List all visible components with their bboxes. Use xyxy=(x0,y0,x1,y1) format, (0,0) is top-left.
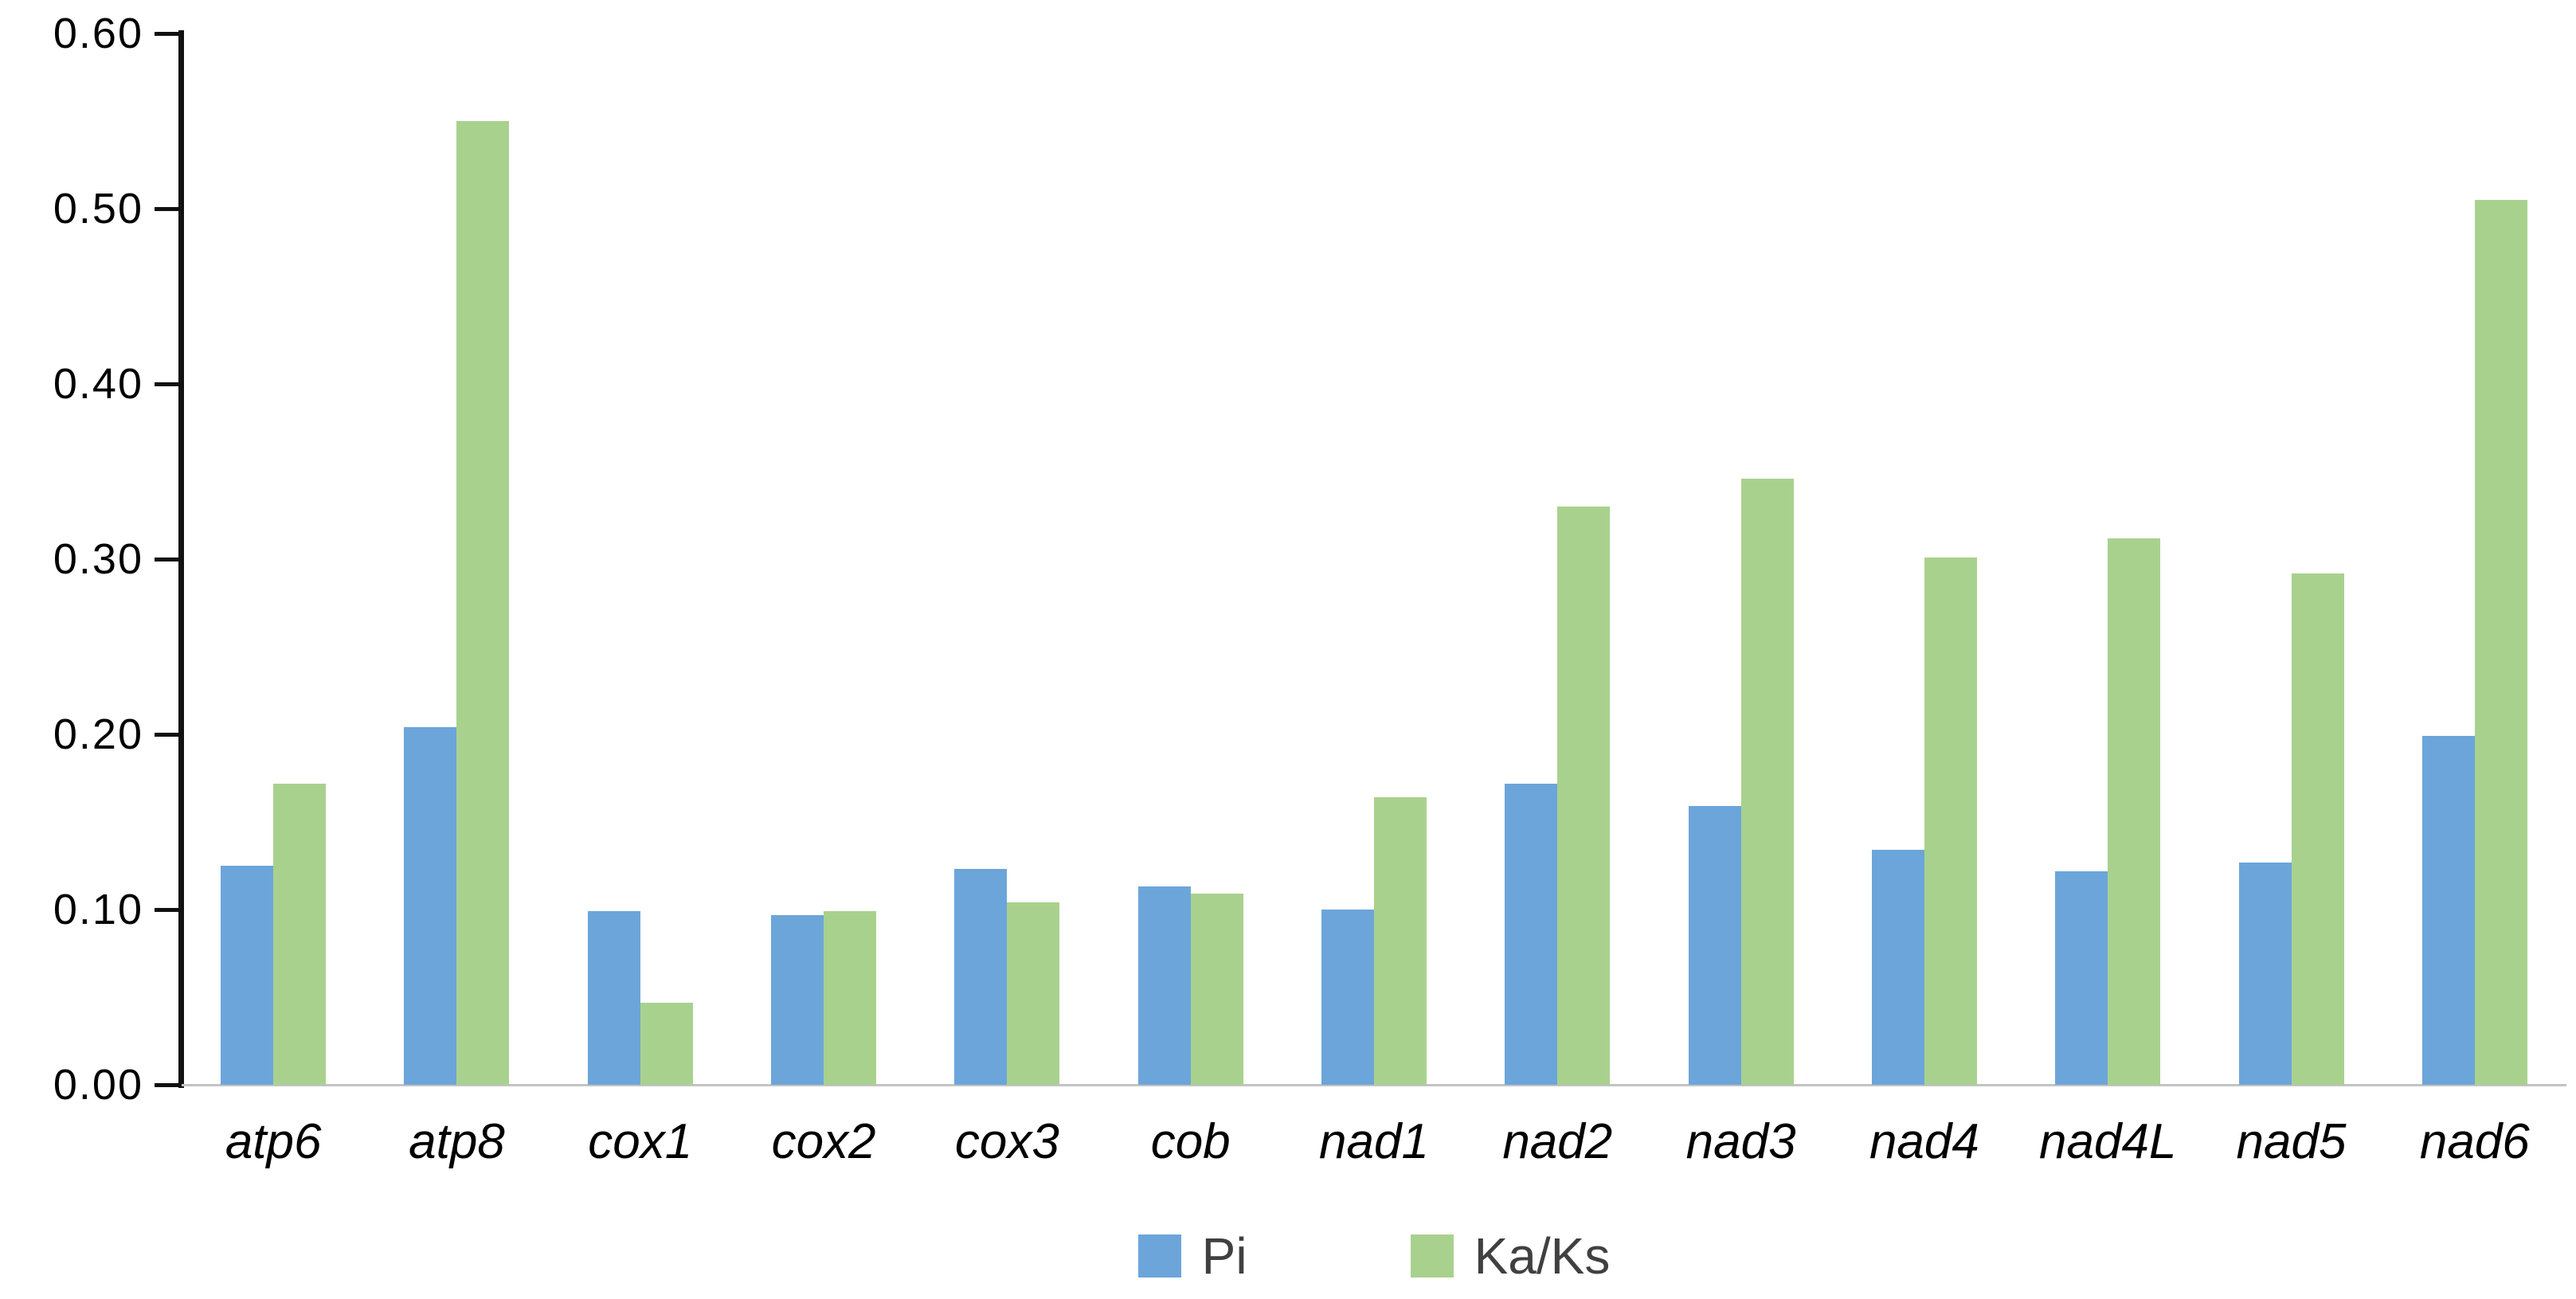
bar-group-cox3 xyxy=(954,33,1060,1085)
bar-pi-nad6 xyxy=(2421,736,2475,1085)
bar-pi-cob xyxy=(1137,886,1191,1085)
bar-ka-ks-atp8 xyxy=(456,121,510,1085)
legend-swatch-icon xyxy=(1137,1234,1181,1277)
bar-pi-cox2 xyxy=(771,915,824,1085)
bar-pi-cox1 xyxy=(587,911,640,1085)
y-tick-label: 0.50 xyxy=(53,185,143,233)
bar-group-atp8 xyxy=(404,33,510,1085)
y-tick-label: 0.40 xyxy=(53,360,143,408)
bar-ka-ks-nad5 xyxy=(2291,573,2344,1085)
y-tick-0.20 xyxy=(155,733,178,737)
bar-group-cox1 xyxy=(587,33,693,1085)
bar-group-nad2 xyxy=(1505,33,1611,1085)
x-axis-label-cox2: cox2 xyxy=(771,1114,876,1169)
x-axis-label-nad5: nad5 xyxy=(2236,1114,2347,1169)
bar-ka-ks-cox2 xyxy=(824,911,877,1085)
x-axis-label-nad1: nad1 xyxy=(1319,1114,1429,1169)
y-tick-0.60 xyxy=(155,32,178,36)
x-axis-label-nad3: nad3 xyxy=(1685,1114,1796,1169)
bar-group-nad4L xyxy=(2055,33,2161,1085)
bar-ka-ks-nad2 xyxy=(1557,507,1611,1085)
bar-ka-ks-cox1 xyxy=(640,1003,693,1085)
bar-group-cob xyxy=(1137,33,1243,1085)
bar-group-atp6 xyxy=(221,33,327,1085)
bar-group-nad4 xyxy=(1871,33,1977,1085)
legend: Pi Ka/Ks xyxy=(182,1231,2566,1281)
x-axis-label-cob: cob xyxy=(1150,1114,1231,1169)
y-axis-line xyxy=(178,30,184,1088)
y-tick-label: 0.00 xyxy=(53,1061,143,1109)
bar-pi-nad2 xyxy=(1505,784,1558,1085)
bar-group-nad3 xyxy=(1688,33,1794,1085)
bar-group-nad5 xyxy=(2238,33,2344,1085)
legend-label: Pi xyxy=(1201,1227,1247,1285)
bar-group-nad6 xyxy=(2421,33,2527,1085)
y-tick-0.50 xyxy=(155,207,178,211)
bar-group-nad1 xyxy=(1321,33,1427,1085)
bar-pi-nad3 xyxy=(1688,806,1741,1085)
bar-ka-ks-cob xyxy=(1190,894,1243,1085)
legend-swatch-icon xyxy=(1410,1234,1454,1277)
y-tick-0.00 xyxy=(155,1083,178,1087)
bar-pi-nad5 xyxy=(2238,863,2292,1085)
bar-ka-ks-nad6 xyxy=(2474,200,2527,1085)
bar-ka-ks-cox3 xyxy=(1007,902,1060,1085)
y-tick-label: 0.20 xyxy=(53,710,143,758)
bar-ka-ks-nad3 xyxy=(1740,479,1794,1085)
y-tick-0.30 xyxy=(155,558,178,561)
bar-group-cox2 xyxy=(771,33,877,1085)
bar-pi-nad1 xyxy=(1321,910,1374,1085)
x-axis-label-atp6: atp6 xyxy=(225,1114,322,1169)
x-axis-label-nad2: nad2 xyxy=(1502,1114,1613,1169)
x-axis-line xyxy=(182,1084,2566,1086)
bar-ka-ks-nad1 xyxy=(1374,797,1427,1085)
y-tick-label: 0.60 xyxy=(53,10,143,57)
bar-ka-ks-nad4 xyxy=(1924,558,1977,1085)
x-axis-label-cox3: cox3 xyxy=(954,1114,1059,1169)
bar-pi-atp8 xyxy=(404,727,457,1085)
bar-ka-ks-atp6 xyxy=(273,784,327,1085)
legend-label: Ka/Ks xyxy=(1474,1227,1611,1285)
bar-ka-ks-nad4L xyxy=(2108,538,2161,1085)
legend-item-pi: Pi xyxy=(1137,1227,1247,1285)
x-axis-label-atp8: atp8 xyxy=(409,1114,505,1169)
legend-item-ka-ks: Ka/Ks xyxy=(1410,1227,1611,1285)
y-tick-0.10 xyxy=(155,908,178,912)
y-tick-label: 0.10 xyxy=(53,886,143,933)
x-axis-label-cox1: cox1 xyxy=(588,1114,693,1169)
bar-pi-atp6 xyxy=(221,866,274,1085)
bar-pi-cox3 xyxy=(954,869,1008,1085)
x-axis-label-nad4L: nad4L xyxy=(2039,1114,2177,1169)
bar-pi-nad4 xyxy=(1871,850,1924,1085)
bar-pi-nad4L xyxy=(2055,871,2108,1085)
x-axis-label-nad4: nad4 xyxy=(1869,1114,1979,1169)
y-tick-label: 0.30 xyxy=(53,535,143,583)
x-axis-label-nad6: nad6 xyxy=(2419,1114,2530,1169)
y-tick-0.40 xyxy=(155,382,178,386)
